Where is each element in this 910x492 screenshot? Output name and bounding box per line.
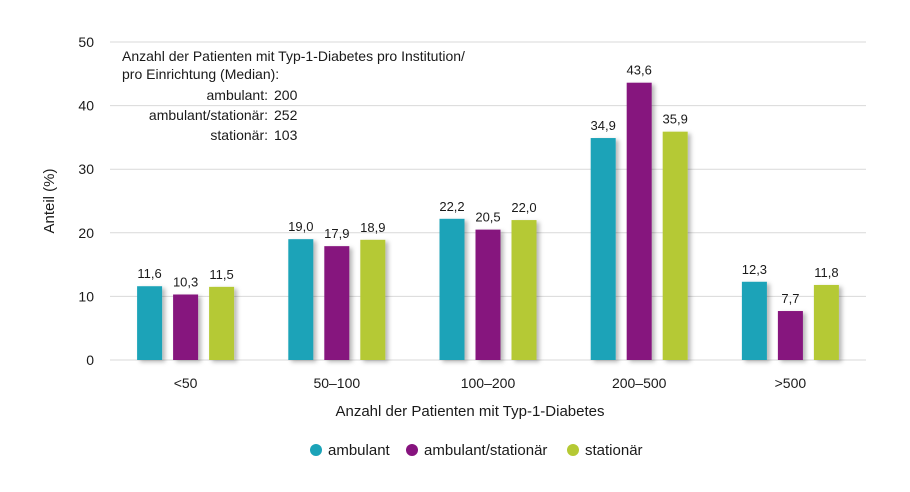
y-axis-title: Anteil (%) bbox=[41, 168, 58, 233]
bar bbox=[590, 138, 616, 360]
data-label: 12,3 bbox=[742, 262, 767, 277]
y-tick-label: 0 bbox=[86, 352, 94, 368]
data-label: 11,6 bbox=[137, 266, 161, 281]
bar bbox=[662, 131, 688, 360]
data-label: 18,9 bbox=[360, 220, 385, 235]
bar bbox=[626, 82, 652, 360]
data-label: 11,5 bbox=[209, 267, 233, 282]
legend-marker-ambulant-stationaer bbox=[406, 444, 418, 456]
legend-item-ambulant: ambulant bbox=[310, 442, 391, 459]
legend-label-stationaer: stationär bbox=[585, 442, 643, 459]
legend-label-ambulant-stationaer: ambulant/stationär bbox=[424, 442, 547, 459]
legend: ambulant ambulant/stationär stationär bbox=[310, 442, 643, 459]
data-label: 22,2 bbox=[439, 199, 464, 214]
bar bbox=[439, 218, 465, 360]
data-label: 19,0 bbox=[288, 219, 313, 234]
annotation-row-label-stationaer: stationär: bbox=[210, 127, 268, 143]
y-tick-label: 20 bbox=[78, 225, 94, 241]
data-label: 35,9 bbox=[663, 112, 688, 127]
annotation-row-label-ambulant-stationaer: ambulant/stationär: bbox=[149, 107, 268, 123]
y-tick-label: 50 bbox=[78, 34, 94, 50]
x-tick-label: >500 bbox=[775, 375, 807, 391]
annotation-row-label-ambulant: ambulant: bbox=[207, 87, 268, 103]
data-label: 20,5 bbox=[475, 210, 500, 225]
x-tick-label: 200–500 bbox=[612, 375, 667, 391]
data-label: 22,0 bbox=[511, 200, 536, 215]
x-tick-label: <50 bbox=[174, 375, 198, 391]
data-label: 11,8 bbox=[814, 265, 838, 280]
y-axis-ticks: 0 10 20 30 40 50 bbox=[78, 34, 94, 368]
data-label: 17,9 bbox=[324, 226, 349, 241]
y-tick-label: 10 bbox=[78, 288, 94, 304]
bar bbox=[741, 281, 767, 360]
data-label: 43,6 bbox=[627, 63, 652, 78]
legend-item-stationaer: stationär bbox=[567, 442, 643, 459]
data-labels: 11,6 10,3 11,5 19,0 17,9 18,9 22,2 20,5 22,0 34,9… bbox=[137, 63, 838, 306]
bar bbox=[777, 311, 803, 360]
bar bbox=[209, 286, 235, 360]
data-label: 7,7 bbox=[781, 291, 799, 306]
bar bbox=[288, 239, 314, 360]
x-tick-label: 100–200 bbox=[461, 375, 516, 391]
legend-label-ambulant: ambulant bbox=[328, 442, 391, 459]
median-annotation: Anzahl der Patienten mit Typ-1-Diabetes … bbox=[122, 48, 465, 143]
bar bbox=[813, 284, 839, 360]
bar bbox=[173, 294, 199, 360]
y-tick-label: 40 bbox=[78, 98, 94, 114]
bars bbox=[137, 82, 839, 360]
legend-marker-stationaer bbox=[567, 444, 579, 456]
legend-item-ambulant-stationaer: ambulant/stationär bbox=[406, 442, 547, 459]
x-axis-ticks: <50 50–100 100–200 200–500 >500 bbox=[174, 375, 807, 391]
x-axis-title: Anzahl der Patienten mit Typ-1-Diabetes bbox=[335, 403, 604, 420]
bar bbox=[475, 229, 501, 360]
annotation-row-value-ambulant-stationaer: 252 bbox=[274, 107, 298, 123]
bar bbox=[511, 220, 537, 360]
annotation-title-line-2: pro Einrichtung (Median): bbox=[122, 66, 279, 82]
data-label: 34,9 bbox=[591, 118, 616, 133]
legend-marker-ambulant bbox=[310, 444, 322, 456]
bar bbox=[324, 246, 350, 360]
bar bbox=[360, 239, 386, 360]
annotation-row-value-ambulant: 200 bbox=[274, 87, 298, 103]
data-label: 10,3 bbox=[173, 274, 198, 289]
annotation-row-value-stationaer: 103 bbox=[274, 127, 298, 143]
annotation-title-line-1: Anzahl der Patienten mit Typ-1-Diabetes … bbox=[122, 48, 465, 64]
x-tick-label: 50–100 bbox=[313, 375, 360, 391]
y-tick-label: 30 bbox=[78, 161, 94, 177]
bar bbox=[137, 286, 163, 360]
